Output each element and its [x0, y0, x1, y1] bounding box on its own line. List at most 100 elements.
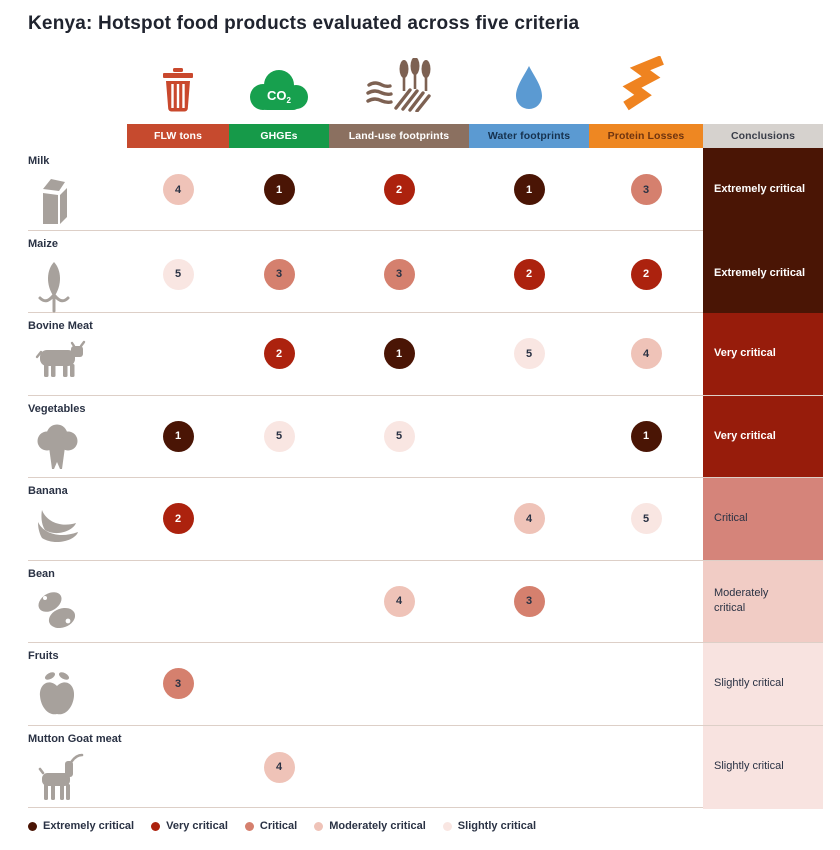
conclusion-cell: Extremely critical: [703, 148, 823, 231]
apple-icon: [34, 669, 127, 724]
rank-circle: 1: [513, 174, 545, 205]
legend-label: Slightly critical: [457, 820, 537, 832]
score-cell-flw: 5: [127, 231, 229, 318]
product-cell: Maize: [28, 231, 127, 318]
conclusion-label: Moderately critical: [714, 586, 769, 615]
criterion-icon-cell: [127, 50, 229, 120]
legend-item: Critical: [244, 820, 297, 832]
rank-circle: 2: [162, 503, 194, 535]
legend-item: Moderately critical: [314, 820, 426, 832]
rank-circle: 4: [630, 338, 662, 370]
rank-circle: 3: [383, 258, 415, 290]
rank-circle: 2: [263, 338, 295, 370]
water-drop-icon: [513, 64, 545, 117]
score-cell-ghge: 2: [229, 313, 329, 395]
product-row: Fruits 3 Slightly critical: [28, 643, 823, 726]
legend-dot-icon: [151, 821, 161, 831]
rank-circle: 4: [162, 174, 194, 205]
legend-dot-icon: [244, 821, 254, 831]
score-cell-ghge: 4: [229, 726, 329, 809]
rank-circle: 2: [630, 258, 662, 290]
product-row: Maize 5 3 3 2 2 Extremely critical: [28, 230, 823, 318]
score-cell-flw: [127, 561, 229, 643]
score-cell-protein: 1: [589, 396, 703, 478]
conclusion-label: Slightly critical: [714, 760, 784, 773]
product-label: Banana: [28, 485, 68, 497]
score-cell-protein: 3: [589, 148, 703, 231]
conclusion-label: Extremely critical: [714, 182, 806, 195]
criterion-icon-cell: CO2: [229, 50, 329, 120]
score-cell-water: 5: [469, 313, 589, 395]
score-cell-protein: 4: [589, 313, 703, 395]
score-cell-ghge: 3: [229, 231, 329, 318]
score-cell-protein: [589, 726, 703, 809]
rank-circle: 4: [263, 751, 295, 783]
product-label: Mutton Goat meat: [28, 732, 122, 745]
criticality-legend: Extremely critical Very critical Critical M…: [28, 820, 536, 832]
score-cell-flw: [127, 313, 229, 395]
cow-icon: [34, 339, 127, 386]
product-cell: Banana: [28, 478, 127, 560]
score-cell-land: 1: [329, 313, 469, 395]
score-cell-land: [329, 726, 469, 809]
score-cell-land: [329, 643, 469, 725]
score-cell-ghge: [229, 478, 329, 560]
product-label: Fruits: [28, 650, 59, 662]
conclusion-cell: Moderately critical: [703, 560, 823, 642]
score-cell-protein: [589, 561, 703, 643]
score-cell-protein: 2: [589, 231, 703, 318]
score-cell-flw: 2: [127, 478, 229, 560]
column-header-ghge: GHGEs: [229, 124, 329, 148]
criterion-icon-cell: [329, 50, 469, 120]
rank-circle: 5: [630, 503, 662, 535]
legend-item: Very critical: [151, 820, 228, 832]
broccoli-icon: [34, 422, 127, 477]
column-header-protein: Protein Losses: [589, 124, 703, 148]
rank-circle: 1: [162, 420, 194, 452]
farm-field-icon: [366, 57, 432, 117]
product-cell: Bean: [28, 561, 127, 643]
score-cell-water: [469, 726, 589, 809]
legend-label: Moderately critical: [329, 820, 426, 832]
conclusion-label: Very critical: [714, 429, 776, 442]
score-cell-protein: [589, 643, 703, 725]
protein-ribbon-icon: [618, 55, 674, 117]
score-cell-land: 4: [329, 561, 469, 643]
rank-circle: 4: [513, 503, 545, 535]
beans-icon: [34, 587, 127, 638]
conclusion-label: Critical: [714, 512, 748, 525]
product-row: Milk 4 1 2 1 3 Extremely critical: [28, 148, 823, 231]
co2-cloud-icon: CO2: [248, 68, 310, 117]
svg-text:CO2: CO2: [267, 88, 292, 105]
score-cell-flw: 4: [127, 148, 229, 231]
rank-circle: 1: [263, 174, 295, 205]
product-row: Bovine Meat 2 1 5 4 Very critical: [28, 313, 823, 396]
rank-circle: 5: [513, 338, 545, 370]
criterion-icon-cell: [703, 50, 823, 120]
product-label: Milk: [28, 155, 50, 167]
rank-circle: 5: [162, 258, 194, 290]
score-cell-land: 3: [329, 231, 469, 318]
conclusion-label: Extremely critical: [714, 267, 806, 280]
conclusion-cell: Critical: [703, 478, 823, 560]
rank-circle: 2: [383, 174, 415, 205]
score-cell-protein: 5: [589, 478, 703, 560]
score-cell-flw: [127, 726, 229, 809]
score-cell-land: [329, 478, 469, 560]
rank-circle: 3: [630, 174, 662, 205]
legend-dot-icon: [314, 821, 324, 831]
product-cell: Mutton Goat meat: [28, 726, 127, 809]
product-label: Bean: [28, 567, 55, 580]
maize-icon: [34, 257, 127, 318]
column-header-conclusions: Conclusions: [703, 124, 823, 148]
conclusion-cell: Slightly critical: [703, 643, 823, 725]
product-cell: Fruits: [28, 643, 127, 725]
product-cell: Vegetables: [28, 396, 127, 478]
score-cell-ghge: 1: [229, 148, 329, 231]
product-cell: Milk: [28, 148, 127, 231]
milk-carton-icon: [34, 174, 127, 231]
column-header-row: FLW tons GHGEs Land-use footprints Water fo…: [28, 124, 823, 148]
criterion-icon-cell: [469, 50, 589, 120]
product-cell: Bovine Meat: [28, 313, 127, 395]
